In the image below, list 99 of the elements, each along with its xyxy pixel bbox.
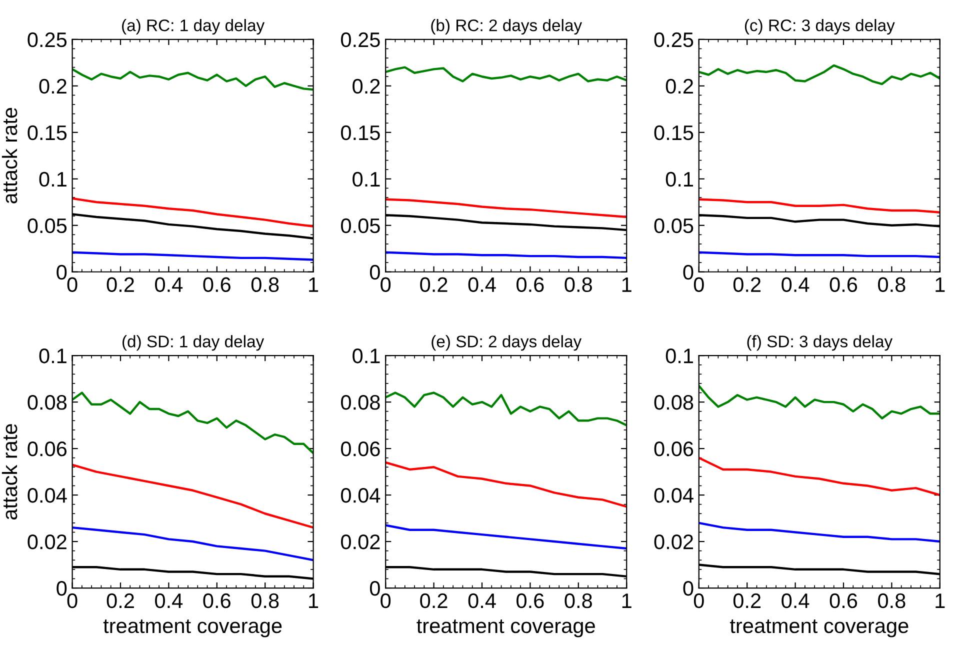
x-tick-label: 0.2 xyxy=(106,593,134,608)
y-tick-label: 0 xyxy=(56,581,67,596)
y-tick-label: 0.04 xyxy=(341,488,380,503)
y-tick-label: 0.02 xyxy=(654,534,693,550)
x-tick-label: 0.8 xyxy=(878,593,906,608)
x-tick-label: 0 xyxy=(380,593,391,608)
chart-title: (d) SD: 1 day delay xyxy=(122,335,264,351)
chart-title: (b) RC: 2 days delay xyxy=(431,19,582,35)
y-tick-label: 0 xyxy=(683,264,694,280)
x-tick-label: 0.2 xyxy=(733,277,761,292)
y-tick-label: 0.2 xyxy=(666,78,693,94)
y-tick-label: 0.1 xyxy=(352,172,380,187)
y-tick-label: 0.25 xyxy=(654,32,694,48)
y-tick-label: 0.08 xyxy=(341,395,380,410)
x-axis-title: treatment coverage xyxy=(416,619,595,638)
line-series xyxy=(72,68,314,91)
chart-title: (a) RC: 1 day delay xyxy=(122,19,265,35)
line-series xyxy=(72,251,314,261)
y-axis-title: attack rate xyxy=(2,424,18,520)
line-series xyxy=(72,526,314,562)
y-tick-label: 0.25 xyxy=(28,32,67,48)
x-tick-label: 0 xyxy=(67,593,78,608)
x-tick-label: 0 xyxy=(694,277,704,292)
y-tick-label: 0.02 xyxy=(28,534,66,550)
line-series xyxy=(386,461,627,508)
y-tick-label: 0.02 xyxy=(341,534,380,550)
y-tick-label: 0.2 xyxy=(39,78,66,94)
line-series xyxy=(386,524,627,550)
x-tick-label: 0.8 xyxy=(564,277,592,292)
x-axis-title: treatment coverage xyxy=(103,619,282,638)
y-tick-label: 0.06 xyxy=(341,442,380,456)
line-series xyxy=(698,522,940,543)
y-tick-label: 0.1 xyxy=(352,348,380,364)
line-series xyxy=(386,198,627,218)
line-series xyxy=(72,197,314,228)
x-tick-label: 0.6 xyxy=(203,277,230,292)
line-series xyxy=(698,384,940,420)
line-series xyxy=(698,456,940,496)
line-series xyxy=(698,198,940,214)
line-series xyxy=(72,464,314,529)
x-tick-label: 1 xyxy=(936,594,945,608)
x-tick-label: 0.4 xyxy=(782,593,810,608)
x-tick-label: 0.6 xyxy=(830,593,858,608)
y-tick-label: 0 xyxy=(683,581,694,596)
x-tick-label: 0.4 xyxy=(155,277,183,292)
y-tick-label: 0.04 xyxy=(654,488,694,503)
y-tick-label: 0.05 xyxy=(654,218,694,234)
y-axis-title: attack rate xyxy=(2,108,18,204)
x-tick-label: 0.2 xyxy=(420,593,448,608)
line-series xyxy=(386,66,627,82)
x-tick-label: 0.6 xyxy=(203,593,230,608)
x-tick-label: 1 xyxy=(309,594,318,608)
x-tick-label: 1 xyxy=(309,278,318,292)
x-tick-label: 0.2 xyxy=(733,593,761,608)
x-tick-label: 0 xyxy=(67,277,78,292)
chart-title: (f) SD: 3 days delay xyxy=(747,335,893,351)
y-tick-label: 0.1 xyxy=(666,172,694,187)
x-tick-label: 0.6 xyxy=(516,277,544,292)
y-tick-label: 0.15 xyxy=(341,125,380,140)
x-tick-label: 0.8 xyxy=(564,593,592,608)
x-tick-label: 0.4 xyxy=(155,593,183,608)
line-series xyxy=(698,64,940,86)
y-tick-label: 0 xyxy=(370,264,380,280)
x-tick-label: 0.8 xyxy=(251,593,279,608)
x-tick-label: 1 xyxy=(622,594,632,608)
y-tick-label: 0.2 xyxy=(352,78,380,94)
y-tick-label: 0.06 xyxy=(654,442,694,456)
y-tick-label: 0.04 xyxy=(28,488,67,503)
x-tick-label: 0.4 xyxy=(468,277,496,292)
line-series xyxy=(386,392,627,426)
x-tick-label: 1 xyxy=(936,278,945,292)
y-tick-label: 0.05 xyxy=(341,218,380,234)
x-tick-label: 0.4 xyxy=(782,277,810,292)
x-tick-label: 1 xyxy=(622,278,632,292)
chart-title: (e) SD: 2 days delay xyxy=(432,335,582,351)
x-tick-label: 0 xyxy=(380,277,391,292)
x-tick-label: 0.6 xyxy=(830,277,858,292)
y-tick-label: 0.1 xyxy=(666,348,694,364)
chart-title: (c) RC: 3 days delay xyxy=(744,19,895,35)
x-tick-label: 0.6 xyxy=(516,593,544,608)
y-tick-label: 0.1 xyxy=(39,172,66,187)
y-tick-label: 0.06 xyxy=(28,442,67,456)
x-tick-label: 0.8 xyxy=(251,277,279,292)
x-axis-title: treatment coverage xyxy=(730,619,908,638)
x-tick-label: 0.8 xyxy=(878,277,906,292)
x-tick-label: 0.2 xyxy=(420,277,448,292)
y-tick-label: 0 xyxy=(56,264,67,280)
x-tick-label: 0.4 xyxy=(468,593,496,608)
line-series xyxy=(72,392,314,454)
y-tick-label: 0 xyxy=(370,581,380,596)
y-tick-label: 0.05 xyxy=(28,218,67,234)
y-tick-label: 0.08 xyxy=(28,395,67,410)
y-tick-label: 0.15 xyxy=(654,125,694,140)
x-tick-label: 0 xyxy=(694,593,704,608)
y-tick-label: 0.1 xyxy=(39,348,66,364)
y-tick-label: 0.15 xyxy=(28,125,67,140)
y-tick-label: 0.25 xyxy=(341,32,380,48)
x-tick-label: 0.2 xyxy=(106,277,134,292)
y-tick-label: 0.08 xyxy=(654,395,694,410)
